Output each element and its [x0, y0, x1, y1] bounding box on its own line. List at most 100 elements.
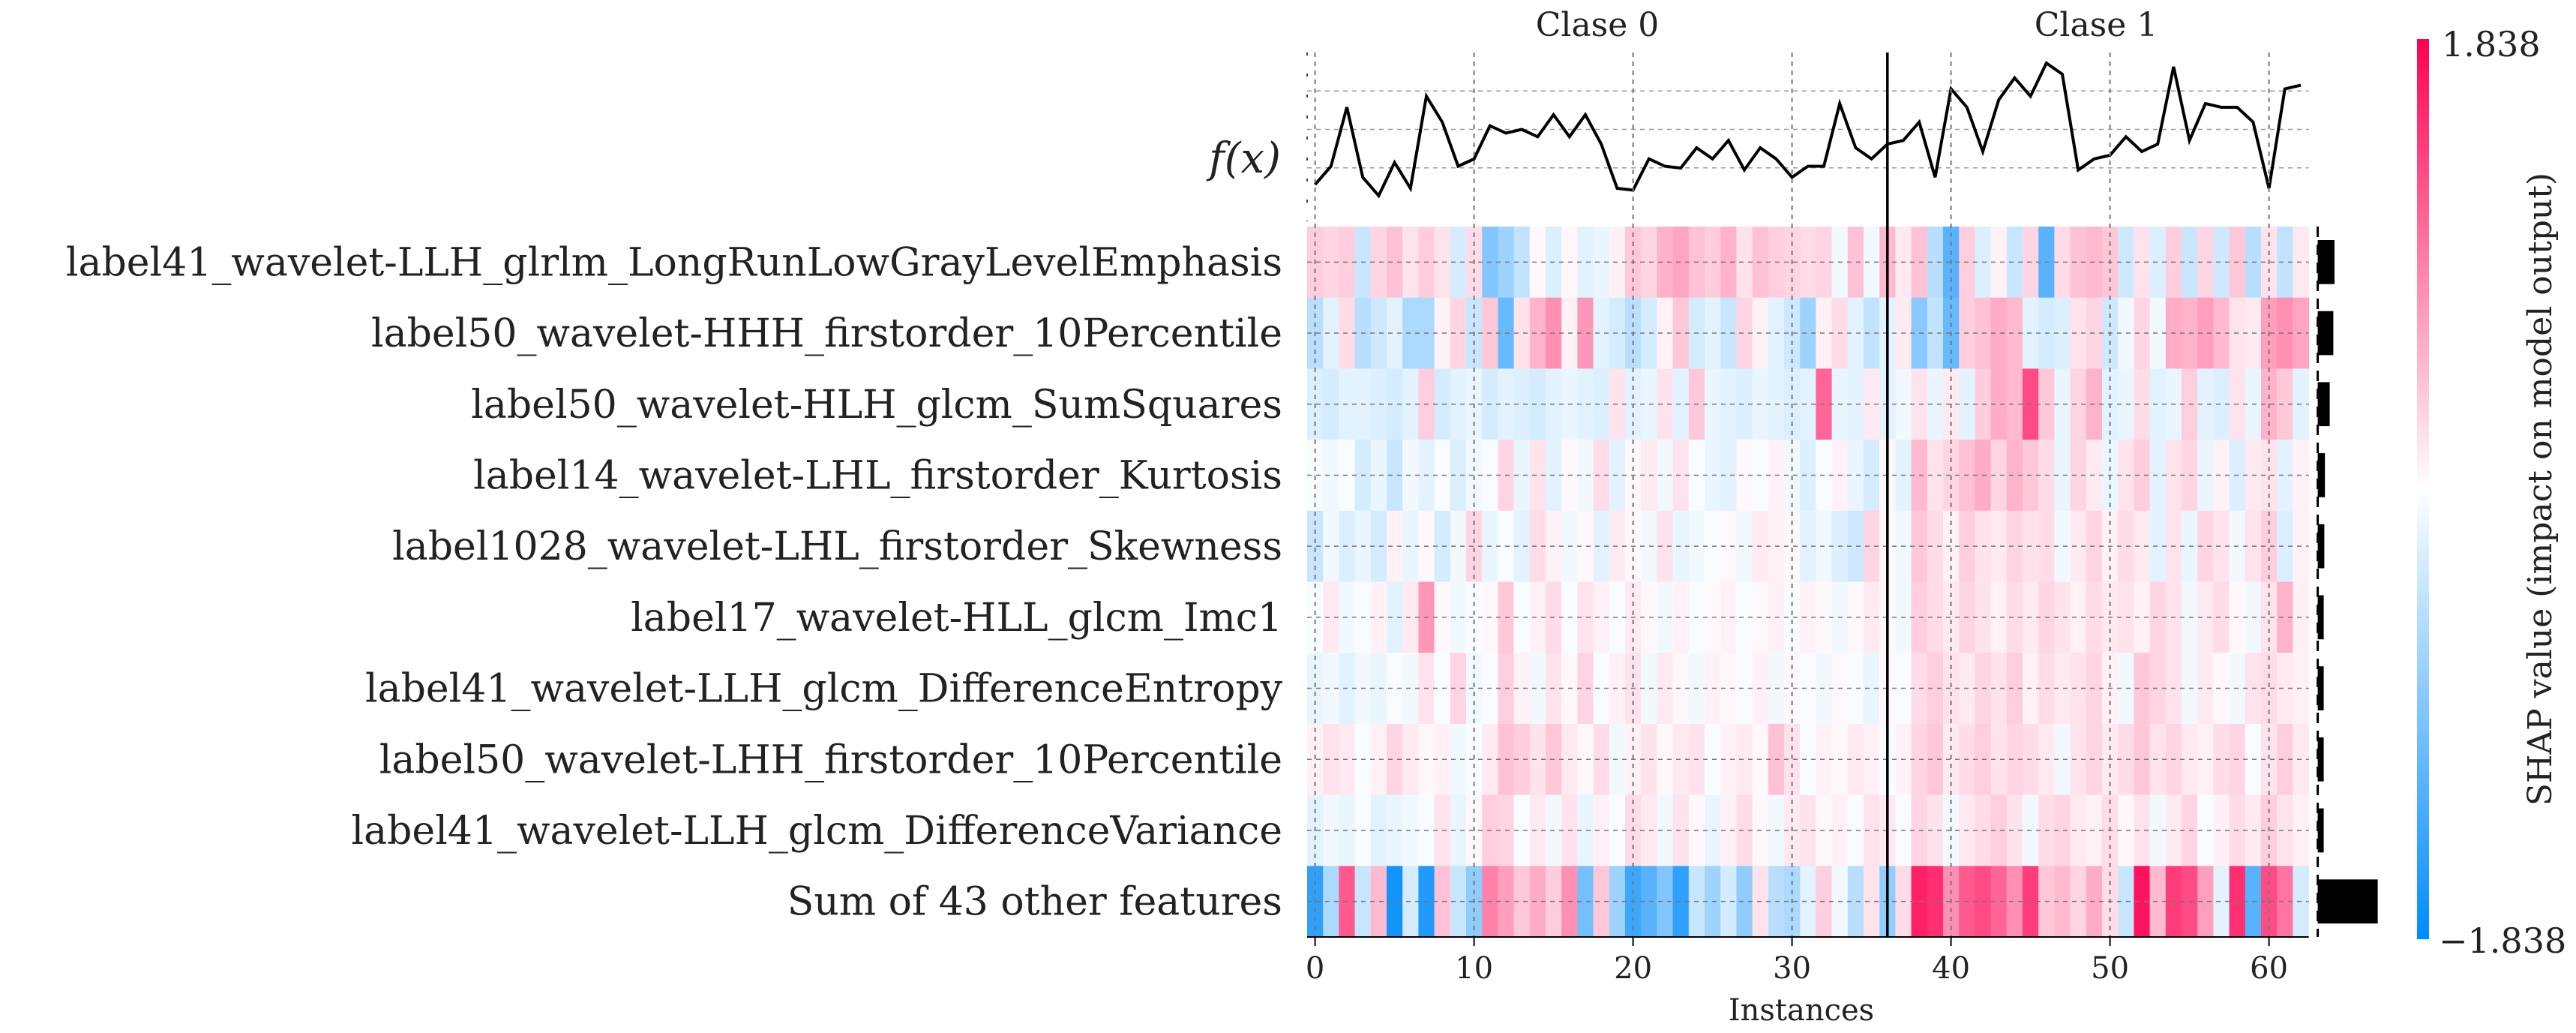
heatmap-cell	[1927, 794, 1944, 866]
heatmap-cell	[1672, 653, 1690, 725]
heatmap-cell	[2006, 581, 2023, 653]
heatmap-cell	[1864, 440, 1880, 512]
heatmap-cell	[1402, 581, 1419, 653]
heatmap-cell	[1370, 794, 1387, 866]
heatmap-cell	[1784, 440, 1801, 512]
heatmap-cell	[1736, 440, 1753, 512]
heatmap-cell	[2261, 440, 2278, 512]
heatmap-cell	[2197, 653, 2214, 725]
heatmap-cell	[1800, 794, 1816, 866]
heatmap-cell	[1800, 866, 1816, 938]
feature-label: label1028_wavelet-LHL_firstorder_Skewnes…	[392, 524, 1282, 569]
heatmap-cell	[2261, 723, 2278, 796]
heatmap-cell	[1323, 653, 1339, 725]
heatmap-cell	[2006, 227, 2023, 299]
heatmap-cell	[2070, 794, 2087, 866]
heatmap-cell	[2277, 510, 2293, 583]
heatmap-cell	[2006, 297, 2023, 369]
grid-lines	[1307, 53, 2309, 937]
heatmap-cell	[1864, 297, 1880, 369]
heatmap-cell	[1370, 440, 1387, 512]
heatmap-cell	[1593, 368, 1610, 440]
heatmap-cell	[2070, 368, 2087, 440]
heatmap-cell	[2261, 510, 2278, 583]
heatmap-cell	[1927, 866, 1944, 938]
heatmap-cell	[1720, 581, 1737, 653]
heatmap-cell	[2197, 368, 2214, 440]
heatmap-cell	[1370, 368, 1387, 440]
heatmap-cell	[2070, 510, 2087, 583]
heatmap-cell	[1672, 581, 1690, 653]
heatmap-cell	[1672, 227, 1690, 299]
heatmap-cell	[2134, 794, 2151, 866]
heatmap-cell	[1720, 510, 1737, 583]
heatmap-cell	[1672, 723, 1690, 796]
heatmap-cell	[1720, 368, 1737, 440]
heatmap-cell	[2149, 866, 2167, 938]
heatmap-cell	[1736, 368, 1753, 440]
heatmap-cell	[2070, 297, 2087, 369]
heatmap-cell	[1943, 723, 1960, 796]
fx-line	[1314, 61, 2302, 199]
x-tick-label: 20	[1614, 951, 1652, 986]
heatmap-cell	[1577, 581, 1594, 653]
group-label-0: Clase 0	[1536, 6, 1660, 44]
heatmap-cell	[1990, 440, 2008, 512]
heatmap-cell	[1800, 227, 1816, 299]
heatmap-cell	[1864, 227, 1880, 299]
heatmap-cell	[1387, 510, 1403, 583]
heatmap-cell	[1943, 581, 1960, 653]
importance-bar	[2317, 311, 2334, 356]
heatmap-cell	[1577, 510, 1594, 583]
heatmap-cell	[1370, 723, 1387, 796]
heatmap-cell	[2070, 581, 2087, 653]
heatmap-cell	[1720, 227, 1737, 299]
heatmap-cell	[1657, 440, 1674, 512]
heatmap-cell	[1323, 723, 1339, 796]
heatmap-cell	[1402, 723, 1419, 796]
x-axis: 0 10 20 30 40 50 60	[1306, 936, 2309, 986]
heatmap-cell	[1529, 794, 1546, 866]
x-tick-label: 60	[2250, 951, 2288, 986]
heatmap-cell	[1927, 440, 1944, 512]
heatmap-cell	[2197, 440, 2214, 512]
heatmap-cell	[2134, 440, 2151, 512]
heatmap-cell	[1736, 866, 1753, 938]
heatmap-cell	[1307, 723, 1324, 796]
heatmap-cell	[1307, 510, 1324, 583]
feature-label: label50_wavelet-HLH_glcm_SumSquares	[471, 383, 1282, 428]
heatmap-cell	[1402, 368, 1419, 440]
heatmap-cell	[1593, 653, 1610, 725]
importance-bar	[2317, 879, 2378, 923]
heatmap-cell	[2054, 581, 2071, 653]
fx-label: f(x)	[1206, 134, 1281, 183]
importance-bar	[2317, 595, 2324, 640]
heatmap-cell	[1387, 227, 1403, 299]
heatmap-cell	[1577, 368, 1594, 440]
heatmap-cell	[1450, 794, 1467, 866]
heatmap-cell	[1990, 653, 2008, 725]
importance-bars	[2317, 227, 2378, 937]
heatmap-cell	[1927, 227, 1944, 299]
heatmap-cell	[1736, 227, 1753, 299]
heatmap-cell	[2149, 440, 2167, 512]
heatmap-cell	[2197, 866, 2214, 938]
heatmap-cell	[1450, 440, 1467, 512]
feature-label: label14_wavelet-LHL_firstorder_Kurtosis	[473, 454, 1282, 499]
heatmap-cell	[1736, 653, 1753, 725]
heatmap-cell	[1529, 510, 1546, 583]
heatmap-cell	[1577, 653, 1594, 725]
heatmap-cell	[1864, 510, 1880, 583]
heatmap-cell	[1864, 794, 1880, 866]
feature-labels: label41_wavelet-LLH_glrlm_LongRunLowGray…	[66, 240, 1283, 924]
heatmap-cell	[2277, 227, 2293, 299]
heatmap-cell	[1387, 866, 1403, 938]
x-tick-label: 10	[1455, 951, 1493, 986]
heatmap-cell	[2277, 297, 2293, 369]
heatmap-cell	[1847, 653, 1864, 725]
group-label-1: Clase 1	[2035, 6, 2158, 44]
heatmap-cell	[1370, 510, 1387, 583]
heatmap-cell	[2070, 866, 2087, 938]
heatmap-cell	[1513, 440, 1531, 512]
importance-bar	[2317, 453, 2326, 497]
